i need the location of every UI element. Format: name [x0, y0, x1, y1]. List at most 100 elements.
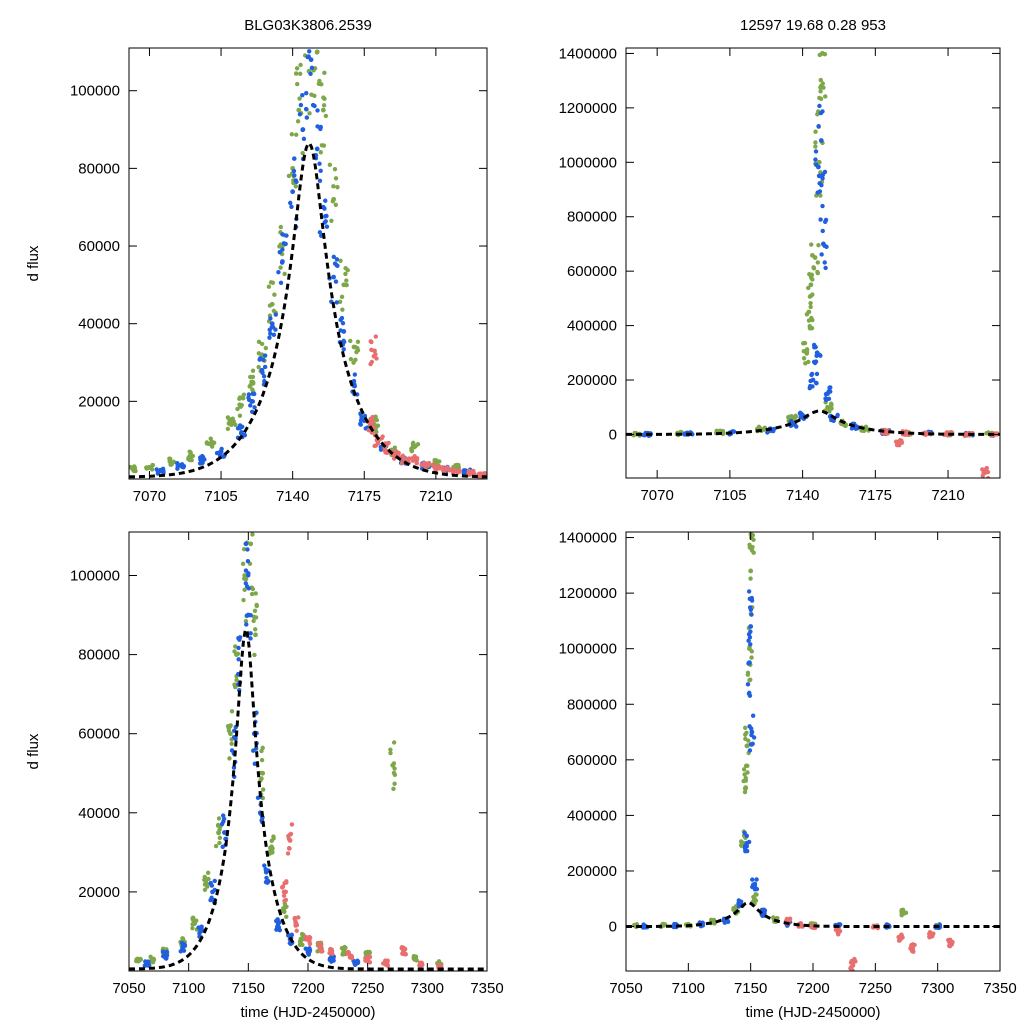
data-point — [286, 845, 292, 851]
data-point — [301, 136, 307, 142]
data-point — [270, 280, 276, 285]
data-point — [271, 332, 277, 338]
data-point — [318, 150, 323, 155]
data-point — [344, 282, 349, 288]
data-point — [294, 66, 300, 71]
series-survey-b — [142, 492, 361, 968]
data-point — [205, 884, 210, 889]
axes-frame — [625, 47, 1001, 479]
data-point — [261, 357, 266, 363]
data-point — [154, 467, 159, 472]
data-point — [243, 492, 247, 496]
data-point — [341, 338, 346, 344]
data-point — [818, 217, 823, 222]
data-point — [817, 181, 822, 186]
data-point — [248, 541, 254, 547]
data-point — [312, 93, 317, 99]
data-point — [756, 424, 762, 430]
y-tick-label: 0 — [609, 919, 617, 936]
data-point — [751, 537, 756, 543]
data-point — [268, 316, 273, 321]
data-point — [745, 763, 750, 769]
x-tick-label: 7100 — [672, 980, 705, 997]
x-tick-label: 7070 — [640, 487, 673, 504]
data-point — [169, 461, 174, 466]
data-point — [248, 374, 253, 380]
data-point — [388, 750, 393, 756]
model-curve — [129, 141, 487, 479]
data-point — [160, 949, 166, 954]
data-point — [817, 95, 822, 101]
data-point — [161, 954, 166, 959]
data-point — [304, 115, 310, 120]
data-point — [149, 467, 155, 472]
data-point — [278, 265, 283, 270]
data-point — [816, 164, 821, 170]
data-point — [249, 409, 255, 415]
data-point — [451, 467, 457, 472]
data-point — [392, 772, 398, 778]
data-point — [237, 402, 242, 407]
data-point — [369, 347, 374, 353]
data-point — [374, 429, 379, 435]
data-point — [372, 443, 377, 449]
data-point — [746, 691, 752, 696]
data-point — [246, 586, 251, 591]
data-point — [237, 635, 243, 640]
data-point — [229, 741, 234, 746]
data-point — [409, 448, 415, 454]
data-point — [327, 950, 332, 956]
data-point — [317, 230, 323, 235]
data-point — [742, 830, 747, 836]
data-point — [317, 178, 323, 183]
data-point — [819, 252, 824, 257]
data-point — [399, 461, 405, 466]
data-point — [276, 270, 281, 275]
data-point — [820, 228, 825, 234]
data-point — [250, 387, 255, 392]
data-point — [331, 254, 336, 260]
y-tick-label: 1400000 — [559, 530, 617, 547]
data-point — [412, 444, 417, 450]
data-point — [808, 304, 813, 310]
x-tick-label: 7050 — [112, 980, 145, 997]
data-point — [355, 348, 361, 353]
data-point — [247, 504, 251, 508]
x-tick-label: 7100 — [172, 980, 205, 997]
data-point — [131, 468, 136, 474]
data-point — [816, 159, 822, 165]
data-point — [333, 202, 339, 208]
data-point — [445, 465, 450, 470]
data-point — [260, 370, 265, 375]
data-point — [823, 265, 828, 271]
data-point — [751, 894, 756, 900]
data-point — [263, 345, 269, 351]
data-point — [317, 161, 322, 166]
data-point — [237, 425, 243, 431]
data-point — [190, 926, 195, 931]
data-point — [213, 843, 219, 849]
data-point — [980, 473, 985, 478]
data-point — [283, 889, 289, 895]
plot-area — [626, 51, 1000, 478]
data-point — [279, 260, 285, 265]
data-point — [355, 339, 361, 344]
y-tick-label: 60000 — [78, 726, 120, 743]
data-point — [339, 315, 345, 321]
data-point — [401, 951, 406, 957]
data-point — [227, 756, 232, 761]
data-point — [741, 767, 747, 772]
data-point — [282, 898, 287, 904]
data-point — [415, 442, 421, 447]
data-point — [821, 85, 826, 90]
y-tick-label: 200000 — [567, 863, 617, 880]
data-point — [307, 939, 312, 944]
left-column-title: BLG03K3806.2539 — [244, 17, 372, 34]
data-point — [813, 157, 818, 162]
data-point — [320, 107, 326, 113]
data-point — [466, 472, 472, 478]
data-point — [252, 761, 258, 766]
x-tick-label: 7200 — [291, 980, 324, 997]
data-point — [268, 848, 273, 854]
panel-top-left: 7070 7105 7140 7175 7210 20000 40000 60000 80000… — [25, 47, 488, 505]
